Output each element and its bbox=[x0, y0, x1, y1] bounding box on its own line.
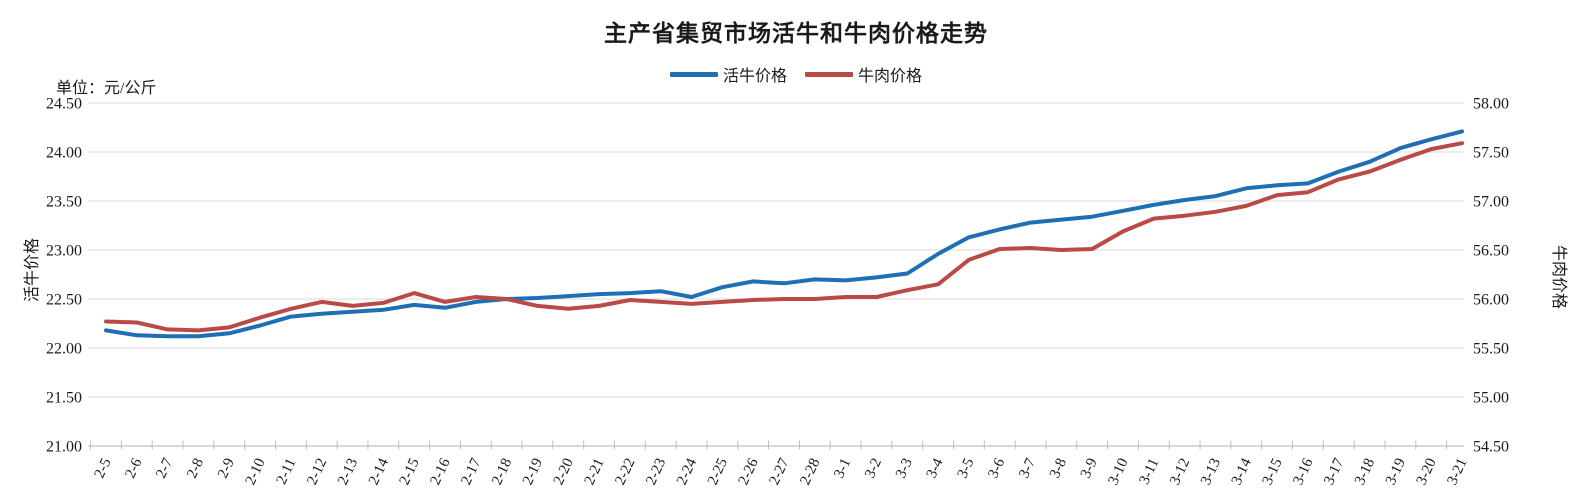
x-category-label: 2-24 bbox=[674, 455, 700, 487]
x-category-label: 3-3 bbox=[893, 456, 916, 481]
right-tick-label: 57.50 bbox=[1473, 145, 1509, 162]
x-category-label: 3-4 bbox=[924, 455, 947, 480]
x-category-label: 2-27 bbox=[767, 455, 793, 487]
x-category-label: 2-6 bbox=[122, 455, 145, 480]
chart-title: 主产省集贸市场活牛和牛肉价格走势 bbox=[604, 21, 988, 46]
x-category-label: 2-28 bbox=[797, 456, 823, 488]
x-category-label: 3-11 bbox=[1137, 456, 1163, 487]
x-category-label: 2-9 bbox=[215, 456, 238, 481]
x-category-label: 2-17 bbox=[458, 455, 484, 487]
left-tick-label: 24.50 bbox=[46, 96, 82, 113]
unit-note: 单位：元/公斤 bbox=[56, 80, 157, 97]
x-category-label: 3-10 bbox=[1106, 456, 1132, 488]
x-category-label: 3-5 bbox=[955, 456, 978, 481]
x-category-label: 3-1 bbox=[831, 456, 854, 481]
left-tick-label: 23.00 bbox=[46, 243, 82, 260]
live-cattle-line-swatch bbox=[669, 71, 718, 77]
x-category-label: 3-6 bbox=[985, 455, 1008, 480]
right-tick-label: 55.50 bbox=[1473, 341, 1509, 358]
x-category-label: 2-5 bbox=[92, 456, 115, 481]
left-tick-label: 23.50 bbox=[46, 194, 82, 211]
legend-item-live-cattle: 活牛价格 bbox=[669, 62, 787, 86]
beef-price-line bbox=[104, 141, 1464, 333]
x-category-label: 3-14 bbox=[1229, 455, 1255, 487]
left-tick-label: 21.00 bbox=[46, 439, 82, 456]
x-category-label: 2-25 bbox=[705, 456, 731, 488]
legend-label-live-cattle: 活牛价格 bbox=[722, 68, 787, 85]
x-category-label: 2-11 bbox=[274, 456, 300, 487]
right-tick-label: 54.50 bbox=[1473, 439, 1509, 456]
left-tick-label: 22.50 bbox=[46, 292, 82, 309]
live-cattle-price-line bbox=[104, 129, 1464, 339]
right-tick-label: 55.00 bbox=[1473, 390, 1509, 407]
x-category-label: 3-15 bbox=[1260, 456, 1286, 488]
right-tick-label: 58.00 bbox=[1473, 96, 1509, 113]
x-category-label: 2-19 bbox=[520, 456, 546, 488]
x-axis-ticks bbox=[90, 440, 1448, 450]
x-category-label: 2-7 bbox=[153, 455, 176, 480]
right-tick-label: 57.00 bbox=[1473, 194, 1509, 211]
x-category-label: 3-7 bbox=[1016, 455, 1039, 480]
x-category-label: 3-18 bbox=[1352, 456, 1378, 488]
x-axis-labels: 2-5 2-6 2-7 2-8 2-9 2-10 2-11 2-12 2-13 2-14 2-15 2… bbox=[92, 455, 1471, 487]
beef-line-swatch bbox=[805, 71, 853, 77]
x-category-label: 3-9 bbox=[1078, 456, 1101, 481]
x-category-label: 3-17 bbox=[1321, 455, 1347, 487]
x-category-label: 2-20 bbox=[551, 456, 577, 488]
legend-label-beef: 牛肉价格 bbox=[858, 68, 923, 85]
left-tick-label: 24.00 bbox=[46, 145, 82, 162]
x-category-label: 2-16 bbox=[428, 455, 454, 487]
x-category-label: 3-19 bbox=[1383, 456, 1409, 488]
x-category-label: 3-2 bbox=[862, 456, 885, 481]
right-axis-tick-labels: 58.00 57.50 57.00 56.50 56.00 55.50 55.00 54.50 bbox=[1473, 96, 1509, 456]
right-tick-label: 56.00 bbox=[1473, 292, 1509, 309]
x-category-label: 2-15 bbox=[397, 456, 423, 488]
x-category-label: 2-13 bbox=[335, 456, 361, 488]
right-tick-label: 56.50 bbox=[1473, 243, 1509, 260]
x-category-label: 2-10 bbox=[243, 456, 269, 488]
x-category-label: 3-20 bbox=[1414, 456, 1440, 488]
x-category-label: 2-26 bbox=[736, 455, 762, 487]
gridlines bbox=[88, 102, 1464, 398]
legend-item-beef: 牛肉价格 bbox=[805, 62, 922, 86]
x-category-label: 2-23 bbox=[643, 456, 669, 488]
x-category-label: 2-22 bbox=[612, 456, 638, 488]
left-axis-tick-labels: 24.50 24.00 23.50 23.00 22.50 22.00 21.50 21.00 bbox=[46, 96, 82, 456]
x-category-label: 3-13 bbox=[1198, 456, 1224, 488]
x-category-label: 2-8 bbox=[184, 456, 207, 481]
left-tick-label: 22.00 bbox=[46, 341, 82, 358]
x-category-label: 3-16 bbox=[1290, 455, 1316, 487]
x-category-label: 2-12 bbox=[304, 456, 330, 488]
x-category-label: 3-8 bbox=[1047, 456, 1070, 481]
x-category-label: 3-12 bbox=[1167, 456, 1193, 488]
x-category-label: 2-14 bbox=[366, 455, 392, 487]
x-category-label: 2-18 bbox=[489, 456, 515, 488]
chart-legend: 活牛价格 牛肉价格 bbox=[0, 62, 1592, 86]
x-category-label: 3-21 bbox=[1445, 456, 1471, 488]
left-tick-label: 21.50 bbox=[46, 390, 82, 407]
x-category-label: 2-21 bbox=[582, 456, 608, 488]
